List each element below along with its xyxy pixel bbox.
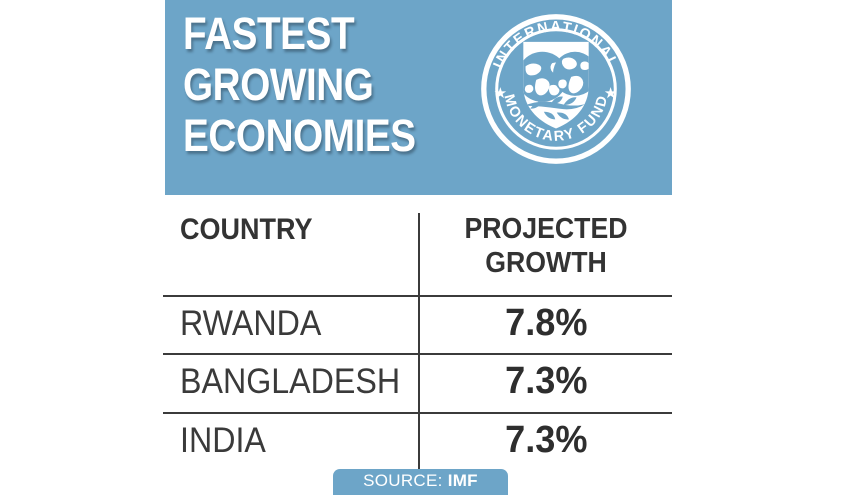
source-value: IMF (447, 471, 478, 490)
table-row: RWANDA 7.8% (163, 297, 672, 356)
country-name: RWANDA (180, 304, 322, 343)
infographic-card: FASTEST GROWING ECONOMIES INTERNATIONA (163, 0, 672, 495)
page-title: FASTEST GROWING ECONOMIES (183, 8, 483, 161)
table-row: BANGLADESH 7.3% (163, 355, 672, 414)
growth-value: 7.3% (504, 419, 588, 461)
table-row: INDIA 7.3% (163, 414, 672, 473)
column-header-growth-line-1: PROJECTED (464, 213, 628, 245)
source-label: SOURCE: (363, 471, 443, 490)
source-badge: SOURCE: IMF (333, 469, 508, 495)
header-banner: FASTEST GROWING ECONOMIES INTERNATIONA (165, 0, 672, 195)
row-divider-2 (163, 412, 672, 414)
country-name: BANGLADESH (180, 362, 401, 401)
column-header-country: COUNTRY (180, 213, 313, 246)
country-name: INDIA (180, 421, 266, 460)
growth-value: 7.3% (504, 360, 588, 402)
data-table: COUNTRY PROJECTED GROWTH RWANDA 7.8% BAN… (163, 195, 672, 482)
svg-text:★: ★ (494, 85, 508, 102)
column-header-growth: PROJECTED GROWTH (420, 212, 672, 280)
growth-value: 7.8% (504, 302, 588, 344)
svg-text:★: ★ (604, 85, 618, 102)
title-line-2: GROWING (183, 59, 374, 110)
header-divider (163, 295, 672, 297)
title-line-1: FASTEST (183, 8, 355, 59)
imf-seal-icon: INTERNATIONAL MONETARY FUND ★ ★ (480, 13, 632, 165)
column-header-growth-line-2: GROWTH (485, 247, 607, 279)
column-divider (418, 213, 420, 478)
row-divider-1 (163, 353, 672, 355)
title-line-3: ECONOMIES (183, 110, 416, 161)
